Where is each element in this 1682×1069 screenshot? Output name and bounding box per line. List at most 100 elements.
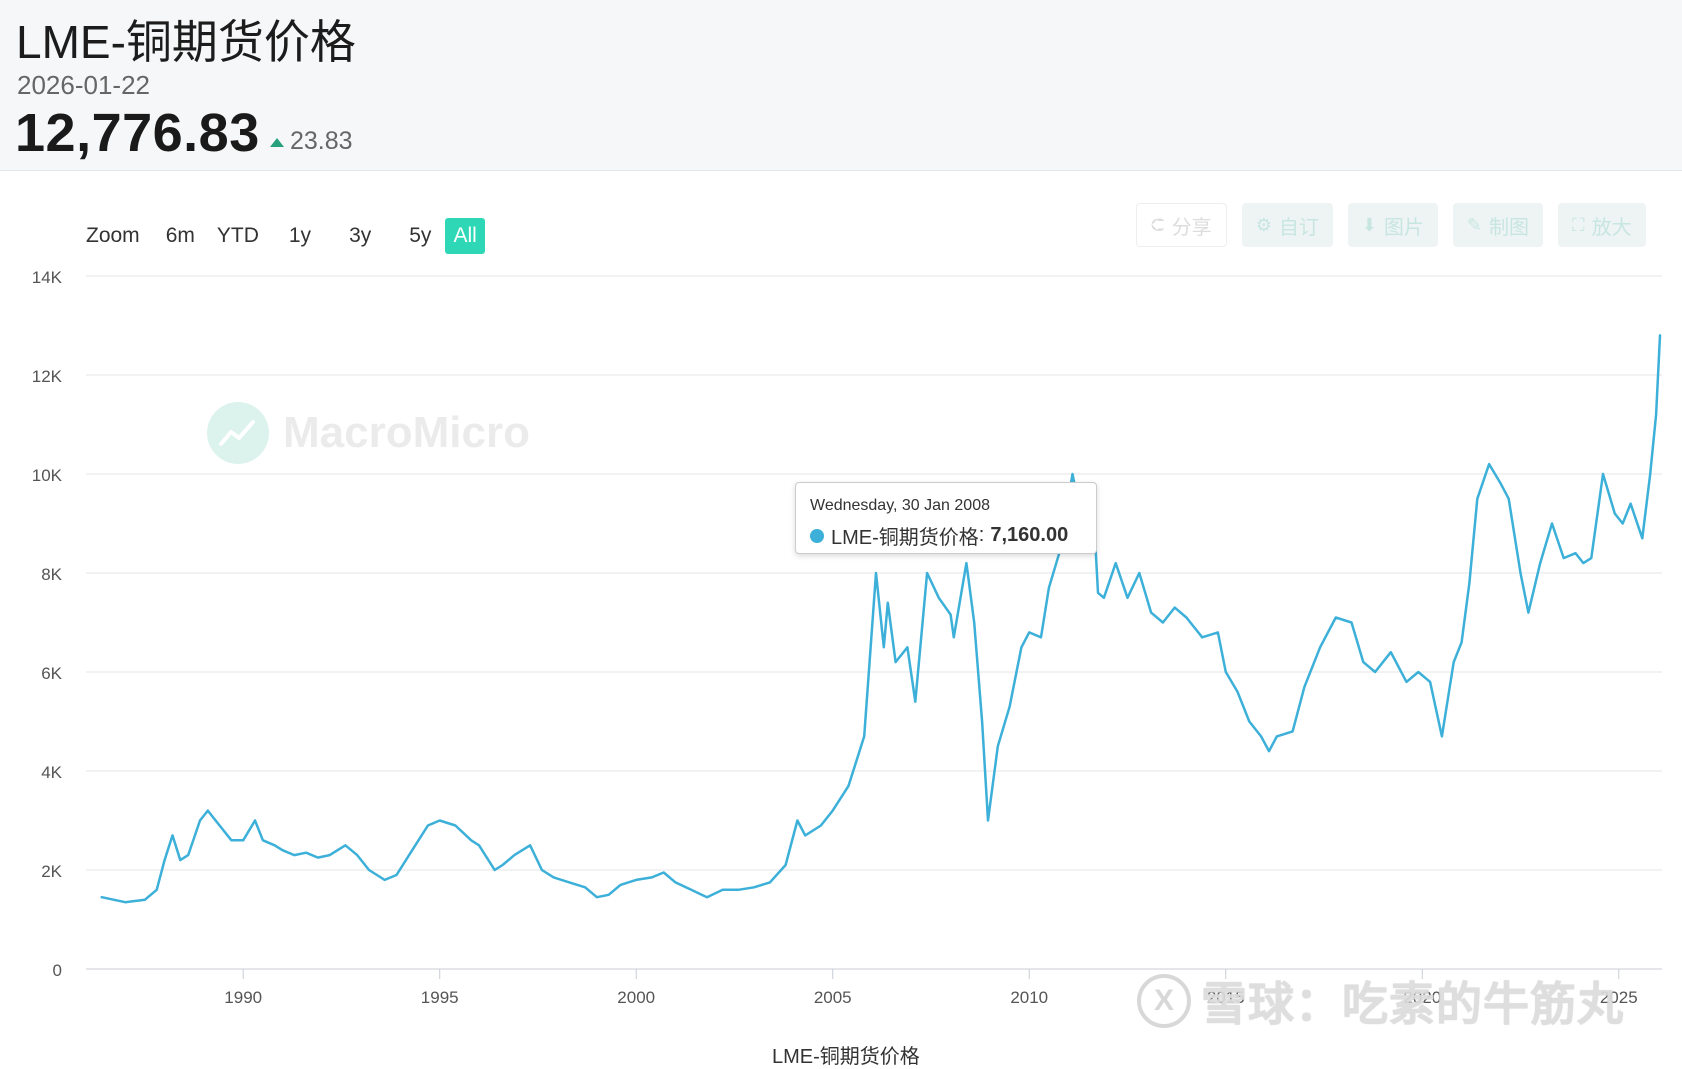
zoom-all-button[interactable]: All bbox=[445, 218, 485, 254]
data-point bbox=[1114, 562, 1117, 564]
data-point bbox=[1659, 334, 1661, 337]
data-point bbox=[651, 876, 653, 879]
chart-toolbar: ⮈ 分享 ⚙ 自订 ⬇ 图片 ✎ 制图 ⛶ 放大 bbox=[1136, 203, 1646, 247]
data-point bbox=[411, 849, 414, 851]
data-point bbox=[981, 720, 983, 723]
data-point bbox=[1040, 636, 1042, 639]
chart-tooltip: Wednesday, 30 Jan 2008 LME-铜期货价格: 7,160.… bbox=[795, 482, 1097, 554]
data-point bbox=[124, 901, 127, 903]
customize-label: 自订 bbox=[1278, 216, 1319, 239]
data-point bbox=[305, 851, 307, 854]
data-point bbox=[454, 824, 457, 827]
x-tick-label: 2000 bbox=[617, 988, 655, 1007]
data-point bbox=[886, 601, 889, 604]
download-icon: ⬇ bbox=[1361, 214, 1377, 235]
image-download-button[interactable]: ⬇ 图片 bbox=[1347, 203, 1438, 247]
data-point bbox=[317, 856, 319, 859]
image-label: 图片 bbox=[1383, 216, 1424, 239]
enlarge-button[interactable]: ⛶ 放大 bbox=[1558, 203, 1646, 247]
data-point bbox=[470, 839, 472, 842]
data-point bbox=[619, 884, 622, 886]
y-tick-label: 4K bbox=[41, 763, 62, 782]
data-point bbox=[1097, 592, 1099, 594]
data-point bbox=[1519, 572, 1522, 574]
data-point bbox=[1590, 557, 1593, 559]
up-triangle-icon bbox=[270, 138, 284, 147]
data-point bbox=[1602, 473, 1604, 475]
data-point bbox=[938, 596, 940, 599]
data-point bbox=[242, 839, 245, 842]
data-point bbox=[1500, 483, 1502, 485]
share-button[interactable]: ⮈ 分享 bbox=[1136, 203, 1227, 247]
data-point bbox=[863, 735, 865, 738]
data-point bbox=[706, 896, 708, 899]
data-point bbox=[328, 854, 331, 856]
data-point bbox=[100, 896, 103, 899]
draw-chart-button[interactable]: ✎ 制图 bbox=[1452, 203, 1544, 247]
xueqiu-logo-icon: X bbox=[1137, 974, 1191, 1028]
y-tick-label: 12K bbox=[32, 367, 63, 386]
data-point bbox=[254, 819, 256, 822]
page-title: LME-铜期货价格 bbox=[16, 16, 356, 68]
data-point bbox=[1103, 596, 1105, 599]
data-point bbox=[847, 785, 850, 787]
zoom-6m-button[interactable]: 6m bbox=[165, 224, 195, 247]
data-point bbox=[438, 819, 441, 822]
data-point bbox=[997, 745, 999, 748]
data-point bbox=[568, 881, 571, 884]
data-point bbox=[1405, 681, 1408, 683]
data-point bbox=[344, 844, 347, 847]
enlarge-label: 放大 bbox=[1591, 216, 1632, 239]
zoom-ytd-button[interactable]: YTD bbox=[216, 224, 259, 247]
tooltip-row: LME-铜期货价格: 7,160.00 bbox=[810, 521, 1082, 550]
customize-button[interactable]: ⚙ 自订 bbox=[1241, 203, 1333, 247]
data-point bbox=[635, 879, 638, 881]
data-point bbox=[662, 871, 665, 874]
data-point bbox=[155, 889, 158, 891]
data-point bbox=[218, 824, 221, 827]
y-tick-label: 14K bbox=[32, 268, 63, 287]
data-point bbox=[753, 886, 755, 889]
data-point bbox=[493, 869, 496, 871]
data-point bbox=[1441, 735, 1443, 738]
zoom-1y-button[interactable]: 1y bbox=[288, 224, 312, 247]
data-point bbox=[513, 854, 516, 856]
data-point bbox=[1260, 735, 1262, 738]
data-point bbox=[1008, 705, 1011, 708]
data-point bbox=[427, 824, 429, 827]
data-point bbox=[1020, 646, 1023, 649]
data-point bbox=[1248, 720, 1251, 723]
data-point bbox=[1303, 686, 1306, 688]
data-point bbox=[171, 834, 174, 837]
data-point bbox=[1268, 750, 1270, 752]
data-point bbox=[187, 854, 189, 856]
data-point bbox=[273, 844, 276, 847]
latest-price: 12,776.83 bbox=[15, 103, 260, 163]
macromicro-text: MacroMicro bbox=[283, 408, 530, 457]
data-point bbox=[596, 896, 598, 899]
data-point bbox=[529, 844, 531, 847]
data-point bbox=[721, 889, 724, 891]
data-point bbox=[1655, 413, 1657, 416]
data-point bbox=[541, 869, 543, 871]
data-point bbox=[607, 893, 610, 896]
data-point bbox=[784, 864, 787, 866]
zoom-5y-button[interactable]: 5y bbox=[409, 224, 432, 247]
data-point bbox=[1236, 691, 1239, 693]
data-point bbox=[1028, 631, 1031, 634]
tooltip-value: 7,160.00 bbox=[990, 524, 1069, 546]
data-point bbox=[1374, 671, 1376, 673]
macromicro-logo-icon bbox=[207, 402, 269, 464]
data-point bbox=[1429, 681, 1431, 683]
zoom-label: Zoom bbox=[86, 224, 140, 247]
data-point bbox=[1641, 537, 1644, 540]
y-tick-label: 8K bbox=[41, 565, 62, 584]
data-point bbox=[1629, 502, 1632, 505]
data-point bbox=[1527, 611, 1530, 614]
zoom-3y-button[interactable]: 3y bbox=[349, 224, 372, 247]
expand-icon: ⛶ bbox=[1572, 214, 1585, 235]
chart-legend[interactable]: LME-铜期货价格 bbox=[772, 1046, 920, 1068]
data-point bbox=[1217, 631, 1219, 634]
macromicro-watermark: MacroMicro bbox=[207, 402, 530, 464]
data-point bbox=[1507, 497, 1510, 500]
